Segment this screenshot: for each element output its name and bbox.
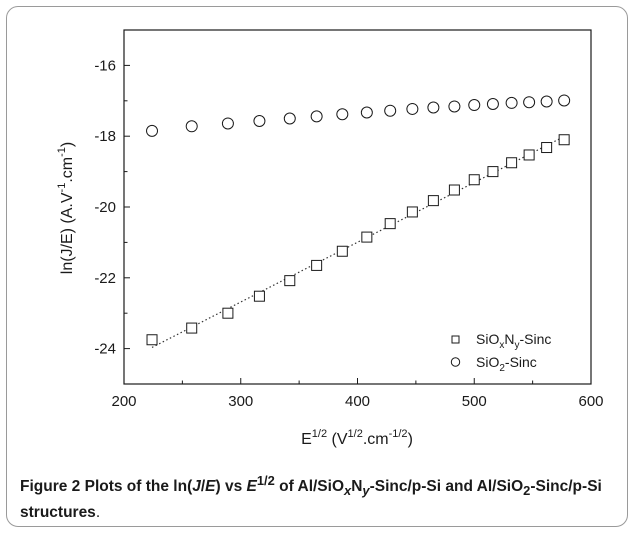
data-point-square [448, 184, 460, 196]
data-point-square [427, 195, 439, 207]
data-point-square [523, 149, 535, 161]
data-point-circle [360, 106, 373, 119]
data-point-circle [384, 104, 397, 117]
data-point-circle [505, 96, 518, 109]
data-point-circle [427, 101, 440, 114]
x-tick-label: 500 [462, 393, 487, 410]
chart: 200 300 400 500 600 -24 -22 -20 -18 -16 SiOxNy-S… [56, 29, 604, 448]
y-tick-label: -24 [94, 341, 116, 358]
data-point-circle [406, 102, 419, 115]
legend-marker-square [451, 335, 460, 344]
x-tick-label: 600 [578, 393, 603, 410]
data-point-circle [448, 100, 461, 113]
data-point-circle [283, 112, 296, 125]
data-point-square [284, 275, 296, 287]
data-point-square [361, 231, 373, 243]
legend: SiOxNy-Sinc SiO2-Sinc [450, 331, 551, 374]
data-point-circle [185, 120, 198, 133]
data-point-circle [468, 99, 481, 112]
data-point-square [146, 334, 158, 346]
data-point-circle [221, 117, 234, 130]
x-tick-label: 400 [345, 393, 370, 410]
data-point-circle [146, 124, 159, 137]
fit-line [151, 135, 565, 348]
y-axis-ticks: -24 -22 -20 -18 -16 [94, 29, 130, 385]
x-axis-ticks: 200 300 400 500 600 [111, 378, 604, 410]
data-point-square [336, 245, 348, 257]
data-point-square [406, 206, 418, 218]
y-tick-label: -16 [94, 57, 116, 74]
fit-line-group [151, 135, 565, 348]
data-point-square [186, 322, 198, 334]
data-point-square [506, 157, 518, 169]
data-point-square [468, 174, 480, 186]
data-point-circle [523, 96, 536, 109]
legend-label-sioxny: SiOxNy-Sinc [476, 331, 551, 351]
x-tick-label: 300 [228, 393, 253, 410]
y-axis-title: ln(J/E) (A.V-1.cm-1) [56, 142, 76, 274]
figure-caption: Figure 2 Plots of the ln(J/E) vs E1/2 of… [20, 473, 602, 522]
data-point-circle [540, 95, 553, 108]
data-point-square [541, 142, 553, 154]
y-tick-label: -20 [94, 199, 116, 216]
caption-label: Figure 2 [20, 478, 81, 496]
y-tick-label: -22 [94, 270, 116, 287]
data-markers [146, 94, 571, 346]
data-point-square [311, 259, 323, 271]
x-tick-label: 200 [111, 393, 136, 410]
data-point-circle [486, 97, 499, 110]
legend-marker-circle [450, 357, 461, 367]
legend-label-sio2: SiO2-Sinc [476, 354, 537, 374]
data-point-circle [558, 94, 571, 107]
data-point-square [253, 290, 265, 302]
data-point-circle [336, 108, 349, 121]
data-point-square [384, 218, 396, 230]
data-point-square [222, 307, 234, 319]
data-point-circle [310, 110, 323, 123]
data-point-circle [253, 114, 266, 127]
x-axis-title: E1/2 (V1/2.cm-1/2) [301, 428, 413, 448]
data-point-square [558, 134, 570, 146]
y-tick-label: -18 [94, 128, 116, 145]
data-point-square [487, 166, 499, 178]
